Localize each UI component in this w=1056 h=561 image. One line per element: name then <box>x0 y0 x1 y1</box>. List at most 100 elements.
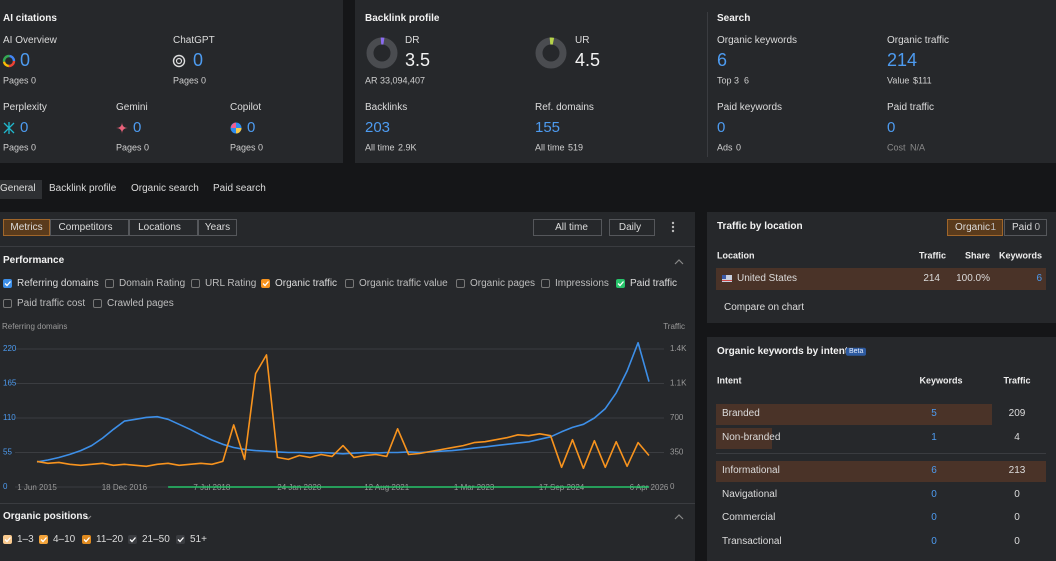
metric-label: Perplexity <box>3 102 47 113</box>
link[interactable]: Compare on chart <box>724 302 805 313</box>
row-bar <box>716 428 772 449</box>
metric-option[interactable]: Domain Rating <box>119 278 186 289</box>
metric-option[interactable]: Organic pages <box>470 278 536 289</box>
metric-value: 0 <box>133 119 142 136</box>
metrics-panel <box>355 0 1056 163</box>
column-header: Location <box>717 250 755 261</box>
intent-panel <box>707 337 1056 561</box>
toggle-count[interactable]: 0 <box>1034 221 1040 233</box>
checkbox[interactable] <box>456 279 465 288</box>
metric-label: ChatGPT <box>173 35 215 46</box>
separator <box>0 503 695 504</box>
metric-value: 0 <box>887 119 896 136</box>
toolbar-button[interactable] <box>50 219 129 236</box>
button-label[interactable]: All time <box>555 221 588 233</box>
checkbox[interactable] <box>3 535 12 544</box>
column-header: Share <box>964 250 990 261</box>
metric-option[interactable]: Crawled pages <box>107 298 174 309</box>
toolbar-button[interactable] <box>198 219 237 236</box>
metric-option[interactable]: Organic traffic value <box>359 278 448 289</box>
checkbox[interactable] <box>3 279 12 288</box>
flag <box>722 275 732 282</box>
toggle-count[interactable]: 1 <box>990 221 996 233</box>
metric-option[interactable]: Impressions <box>555 278 609 289</box>
checkbox[interactable] <box>541 279 550 288</box>
position-label[interactable]: 4–10 <box>53 534 76 545</box>
sub-value: $111 <box>913 75 932 86</box>
check <box>4 281 11 287</box>
tab[interactable]: Paid search <box>213 183 266 194</box>
sub-label: Pages <box>230 142 256 153</box>
check <box>83 537 90 543</box>
x-tick-label: 1 Jun 2015 <box>17 483 57 492</box>
active-tab <box>0 180 42 199</box>
metric-value: 0 <box>20 119 29 136</box>
panel-title: Search <box>717 13 751 24</box>
table-cell: 5 <box>931 408 937 419</box>
checkbox[interactable] <box>39 535 48 544</box>
metric-label: AI Overview <box>3 35 57 46</box>
button-label[interactable]: Years <box>204 221 231 233</box>
checkbox[interactable] <box>105 279 114 288</box>
checkbox[interactable] <box>93 299 102 308</box>
toggle-label[interactable]: Paid <box>1012 221 1033 233</box>
sub-value: 33,094,407 <box>380 75 426 86</box>
divider <box>707 12 708 157</box>
toggle-button[interactable] <box>947 219 1003 236</box>
button-label[interactable]: Metrics <box>10 221 43 233</box>
toolbar-button[interactable] <box>3 219 50 236</box>
sub-value: 0 <box>258 142 264 153</box>
sub-value: 6 <box>744 75 750 86</box>
position-label[interactable]: 1–3 <box>17 534 34 545</box>
button-label[interactable]: Daily <box>618 221 642 233</box>
axis-label: Traffic <box>663 322 685 332</box>
metric-option[interactable]: Paid traffic cost <box>17 298 86 309</box>
checkbox[interactable] <box>176 535 185 544</box>
checkbox[interactable] <box>261 279 270 288</box>
column-header: Keywords <box>919 375 963 386</box>
checkbox[interactable] <box>191 279 200 288</box>
panel-title: Organic keywords by intent <box>717 346 849 357</box>
checkbox[interactable] <box>345 279 354 288</box>
chevrons <box>84 259 684 520</box>
checkbox[interactable] <box>128 535 137 544</box>
sub-value: 0 <box>201 75 207 86</box>
table-cell: Navigational <box>722 489 778 500</box>
more-menu[interactable] <box>671 221 675 233</box>
metric-label: Organic keywords <box>717 35 798 46</box>
legend-label[interactable]: Referring domains <box>17 278 99 289</box>
tab[interactable]: General <box>0 183 36 194</box>
metric-option[interactable]: URL Rating <box>205 278 257 289</box>
position-label[interactable]: 11–20 <box>96 534 124 545</box>
position-label[interactable]: 51+ <box>190 534 207 545</box>
row-bar <box>716 404 992 425</box>
button-label[interactable]: Locations <box>138 221 181 233</box>
y-tick-label: 220 <box>3 344 17 353</box>
metric-label: Backlinks <box>365 102 408 113</box>
checkbox[interactable] <box>616 279 625 288</box>
position-label[interactable]: 21–50 <box>142 534 170 545</box>
toolbar-button[interactable] <box>129 219 198 236</box>
metric-label: Paid keywords <box>717 102 783 113</box>
y-tick-label: 55 <box>3 448 12 457</box>
checkbox[interactable] <box>82 535 91 544</box>
button-label[interactable]: Competitors <box>58 221 113 233</box>
tab[interactable]: Organic search <box>131 183 199 194</box>
sub-label: Pages <box>116 142 142 153</box>
toolbar-button[interactable] <box>609 219 655 236</box>
check <box>617 281 624 287</box>
toggle-label[interactable]: Organic <box>955 221 991 233</box>
tab[interactable]: Backlink profile <box>49 183 117 194</box>
metric-value: 0 <box>193 50 204 71</box>
panel-title: Traffic by location <box>717 221 803 232</box>
legend-label[interactable]: Organic traffic <box>275 278 338 289</box>
y2-tick-label: 1.4K <box>670 344 687 353</box>
toggle-button[interactable] <box>1004 219 1047 236</box>
legend-label[interactable]: Paid traffic <box>630 278 678 289</box>
sub-label: Top 3 <box>717 75 740 86</box>
metric-value: 0 <box>717 119 726 136</box>
checkbox[interactable] <box>3 299 12 308</box>
table-cell: 6 <box>931 465 937 476</box>
toolbar-button[interactable] <box>533 219 602 236</box>
